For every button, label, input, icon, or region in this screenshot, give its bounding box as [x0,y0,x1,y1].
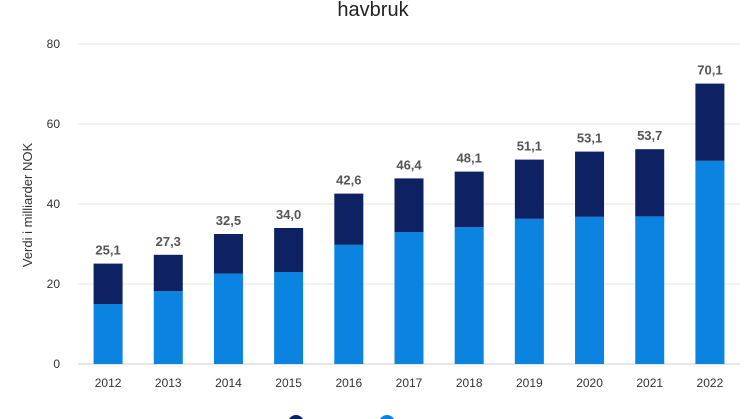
bar-segment-series-0 [153,291,183,364]
total-label: 42,6 [336,173,361,188]
x-tick-label: 2022 [697,376,724,390]
y-tick-label: 0 [53,357,60,371]
x-tick-label: 2021 [636,376,663,390]
total-label: 53,7 [637,128,662,143]
bar-segment-series-0 [93,304,123,364]
total-labels: 25,1 27,3 32,5 34,0 42,6 46,4 48,1 51,1 53,1 53,7… [95,63,722,258]
total-label: 27,3 [156,234,181,249]
bar-segment-series-0 [334,244,364,364]
legend-marker [289,415,303,419]
legend-marker [380,415,394,419]
y-tick-label: 20 [47,277,61,291]
total-label: 46,4 [396,157,422,172]
bars [93,83,725,364]
x-tick-label: 2018 [456,376,483,390]
y-tick-label: 80 [47,37,61,51]
y-axis-label: Verdi i milliarder NOK [20,143,35,268]
bar-segment-series-1 [575,151,605,217]
bar-segment-series-1 [635,149,665,217]
bar-segment-series-1 [274,228,304,272]
total-label: 32,5 [216,213,241,228]
x-tick-label: 2015 [275,376,302,390]
bar-segment-series-1 [695,83,725,161]
bar-segment-series-1 [93,263,123,304]
bar-segment-series-1 [213,234,243,274]
total-label: 70,1 [697,63,722,78]
bar-segment-series-1 [514,159,544,219]
total-label: 48,1 [457,151,482,166]
y-tick-label: 40 [47,197,61,211]
bar-segment-series-1 [454,171,484,228]
bar-segment-series-1 [153,254,183,292]
bar-segment-series-0 [454,227,484,364]
y-tick-labels: 0 20 40 60 80 [47,37,61,371]
x-tick-label: 2017 [396,376,423,390]
bar-segment-series-1 [334,193,364,245]
x-tick-label: 2012 [95,376,122,390]
total-label: 34,0 [276,207,301,222]
y-tick-label: 60 [47,117,61,131]
x-tick-labels: 2012 2013 2014 2015 2016 2017 2018 2019 2020 2021… [95,376,724,390]
chart-title: havbruk [337,0,409,21]
bar-segment-series-0 [394,232,424,364]
bar-segment-series-1 [394,178,424,232]
bar-segment-series-0 [274,272,304,364]
bar-segment-series-0 [695,160,725,364]
bar-segment-series-0 [575,216,605,364]
x-tick-label: 2016 [335,376,362,390]
total-label: 51,1 [517,139,542,154]
total-label: 25,1 [95,243,120,258]
x-tick-label: 2014 [215,376,242,390]
legend [289,415,394,419]
x-tick-label: 2019 [516,376,543,390]
bar-segment-series-0 [213,273,243,364]
bar-segment-series-0 [635,216,665,364]
x-tick-label: 2013 [155,376,182,390]
x-tick-label: 2020 [576,376,603,390]
bar-segment-series-0 [514,218,544,364]
total-label: 53,1 [577,131,602,146]
